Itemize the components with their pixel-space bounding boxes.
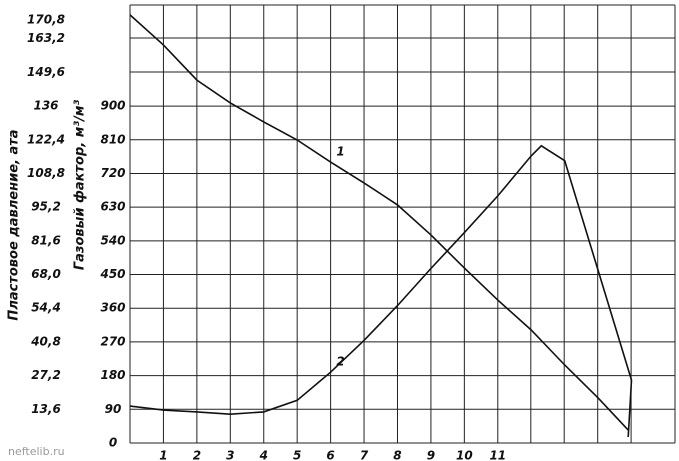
x-tick-label: 3 — [226, 449, 234, 461]
y-tick-label: 95,2 — [31, 200, 61, 214]
y2-tick-label: 900 — [100, 99, 125, 113]
x-tick-label: 8 — [393, 449, 401, 461]
y-axis-title: Пластовое давление, ата — [7, 129, 22, 320]
y-tick-label: 13,6 — [31, 402, 61, 416]
y-tick-label: 122,4 — [27, 132, 65, 146]
x-tick-label: 11 — [489, 449, 506, 461]
y-tick-label: 170,8 — [27, 12, 65, 26]
x-tick-label: 9 — [427, 449, 435, 461]
x-tick-label: 5 — [293, 449, 301, 461]
y2-tick-label: 0 — [109, 436, 117, 450]
y2-tick-label: 720 — [100, 166, 125, 180]
y2-tick-label: 90 — [105, 402, 122, 416]
y2-tick-label: 270 — [100, 334, 125, 348]
extra-grid — [129, 4, 676, 443]
x-tick-label: 7 — [360, 449, 369, 461]
y-tick-label: 54,4 — [31, 301, 61, 315]
curve — [129, 144, 633, 438]
y-tick-label: 163,2 — [27, 31, 65, 45]
y-tick-label: 108,8 — [27, 166, 65, 180]
curve-label: 2 — [336, 355, 344, 369]
y-tick-label: 81,6 — [31, 233, 61, 247]
curve-label: 1 — [336, 145, 344, 159]
y-tick-label: 136 — [33, 99, 58, 113]
y-tick-label: 68,0 — [31, 267, 61, 281]
y2-axis-title: Газовый фактор, м³/м³ — [73, 100, 88, 271]
x-tick-label: 6 — [326, 449, 334, 461]
y2-tick-label: 810 — [100, 132, 125, 146]
y2-tick-label: 630 — [100, 200, 125, 214]
y2-tick-label: 180 — [100, 368, 125, 382]
y2-tick-label: 450 — [99, 267, 125, 281]
curve — [129, 14, 629, 431]
y-tick-label: 27,2 — [31, 368, 61, 382]
watermark: neftelib.ru — [8, 445, 65, 458]
x-tick-label: 10 — [456, 449, 473, 461]
y-tick-label: 40,8 — [30, 334, 61, 348]
y-tick-label: 149,6 — [27, 65, 65, 79]
y2-tick-label: 540 — [100, 233, 125, 247]
y2-tick-label: 360 — [100, 301, 125, 315]
x-tick-label: 2 — [193, 449, 201, 461]
x-tick-label: 4 — [259, 449, 268, 461]
x-tick-label: 1 — [159, 449, 167, 461]
